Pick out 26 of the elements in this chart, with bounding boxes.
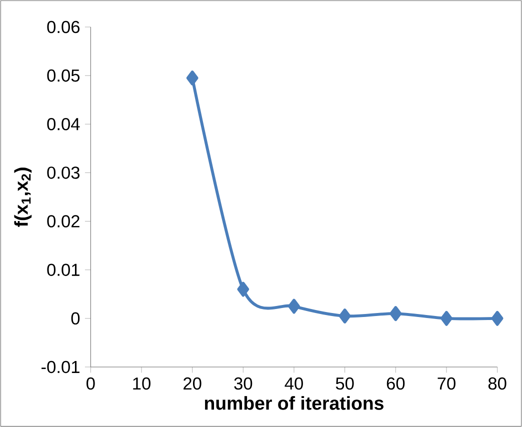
x-tick-label: 80 [488, 377, 506, 390]
y-tick-label: 0.04 [47, 118, 80, 130]
point [186, 70, 198, 86]
point [237, 282, 250, 297]
x-tick-label: 10 [133, 377, 150, 390]
point [288, 298, 300, 314]
point [338, 308, 351, 324]
point [440, 310, 452, 326]
x-tick-label: 0 [86, 377, 95, 390]
y-tick-label: 0.02 [47, 215, 80, 228]
x-axis-title: number of iterations [205, 396, 384, 410]
point [390, 306, 402, 322]
y-tick-label: 0 [71, 312, 80, 325]
x-tick-label: 40 [284, 377, 303, 390]
y-tick-label: 0.03 [47, 166, 80, 179]
y-axis-title: f(x$_{1}$,x$_{2}$) [14, 168, 32, 227]
y-tick-label: 0.05 [47, 69, 80, 82]
x-tick-label: 30 [234, 377, 252, 390]
x-tick-label: 60 [386, 377, 405, 390]
point [491, 310, 504, 326]
y-tick-label: 0.01 [47, 264, 80, 276]
x-tick-label: 20 [184, 377, 202, 390]
x-tick-label: 70 [438, 377, 456, 390]
x-tick-label: 50 [336, 377, 354, 390]
y-tick-label: 0.06 [47, 20, 80, 34]
y-tick-label: -0.01 [42, 360, 80, 374]
